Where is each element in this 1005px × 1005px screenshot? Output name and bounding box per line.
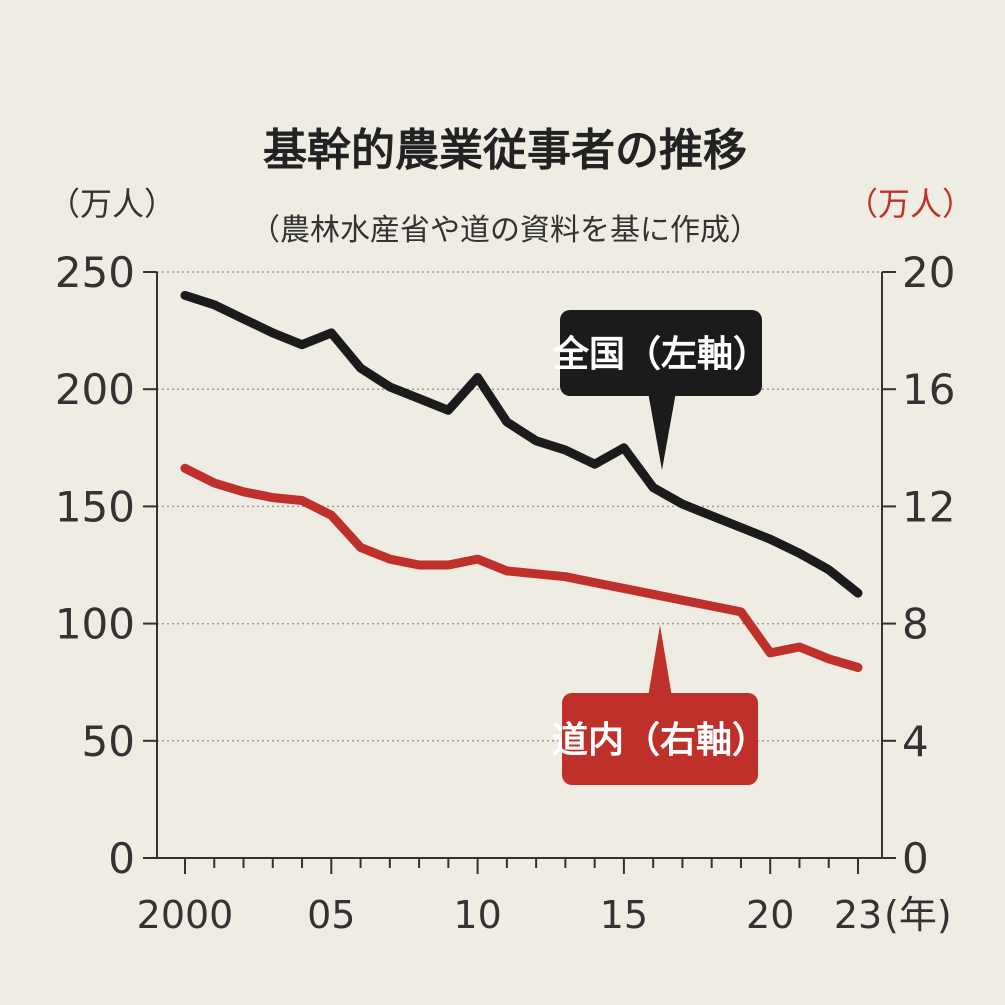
right-tick-label: 4: [902, 717, 929, 766]
x-tick-label: 2000: [137, 893, 234, 937]
left-tick-label: 150: [55, 482, 135, 531]
tick-labels: 0 50 100 150 200 250 0 4 8 12 16 20 2000 05 10 15 20 23 (年…: [55, 248, 956, 937]
series-lines: [180, 290, 863, 672]
x-tick-label: 15: [600, 893, 648, 937]
callout-national-label: 全国（左軸）: [552, 333, 769, 375]
left-tick-label: 100: [55, 600, 135, 649]
left-axis-unit: （万人）: [48, 185, 176, 223]
axes: [143, 271, 896, 874]
x-tick-label: 10: [453, 893, 501, 937]
callout-national-box: [560, 310, 762, 396]
right-tick-label: 0: [902, 834, 929, 883]
left-tick-label: 250: [55, 248, 135, 297]
callout-hokkaido-pointer: [648, 625, 672, 697]
gridlines: [157, 271, 882, 742]
right-tick-label: 20: [902, 248, 955, 297]
x-tick-label: 23: [834, 893, 882, 937]
x-tick-label: 05: [307, 893, 355, 937]
series-line-hokkaido: [180, 463, 863, 672]
x-tick-label: 20: [746, 893, 794, 937]
callout-hokkaido-label: 道内（右軸）: [552, 720, 768, 761]
left-tick-label: 0: [108, 834, 135, 883]
right-axis-unit: （万人）: [846, 185, 974, 223]
right-tick-label: 8: [902, 600, 929, 649]
left-tick-label: 200: [55, 365, 135, 414]
left-tick-label: 50: [82, 717, 135, 766]
legend-callout-national: 全国（左軸）: [552, 310, 769, 470]
callout-national-pointer: [648, 392, 676, 470]
chart-title: 基幹的農業従事者の推移: [263, 125, 747, 176]
x-axis-unit: (年): [884, 893, 952, 937]
chart-subtitle: （農林水産省や道の資料を基に作成）: [250, 213, 760, 248]
right-tick-label: 12: [902, 482, 955, 531]
callout-hokkaido-box: [562, 693, 758, 785]
legend-callout-hokkaido: 道内（右軸）: [552, 625, 768, 785]
right-tick-label: 16: [902, 365, 955, 414]
series-line-national: [180, 290, 863, 598]
